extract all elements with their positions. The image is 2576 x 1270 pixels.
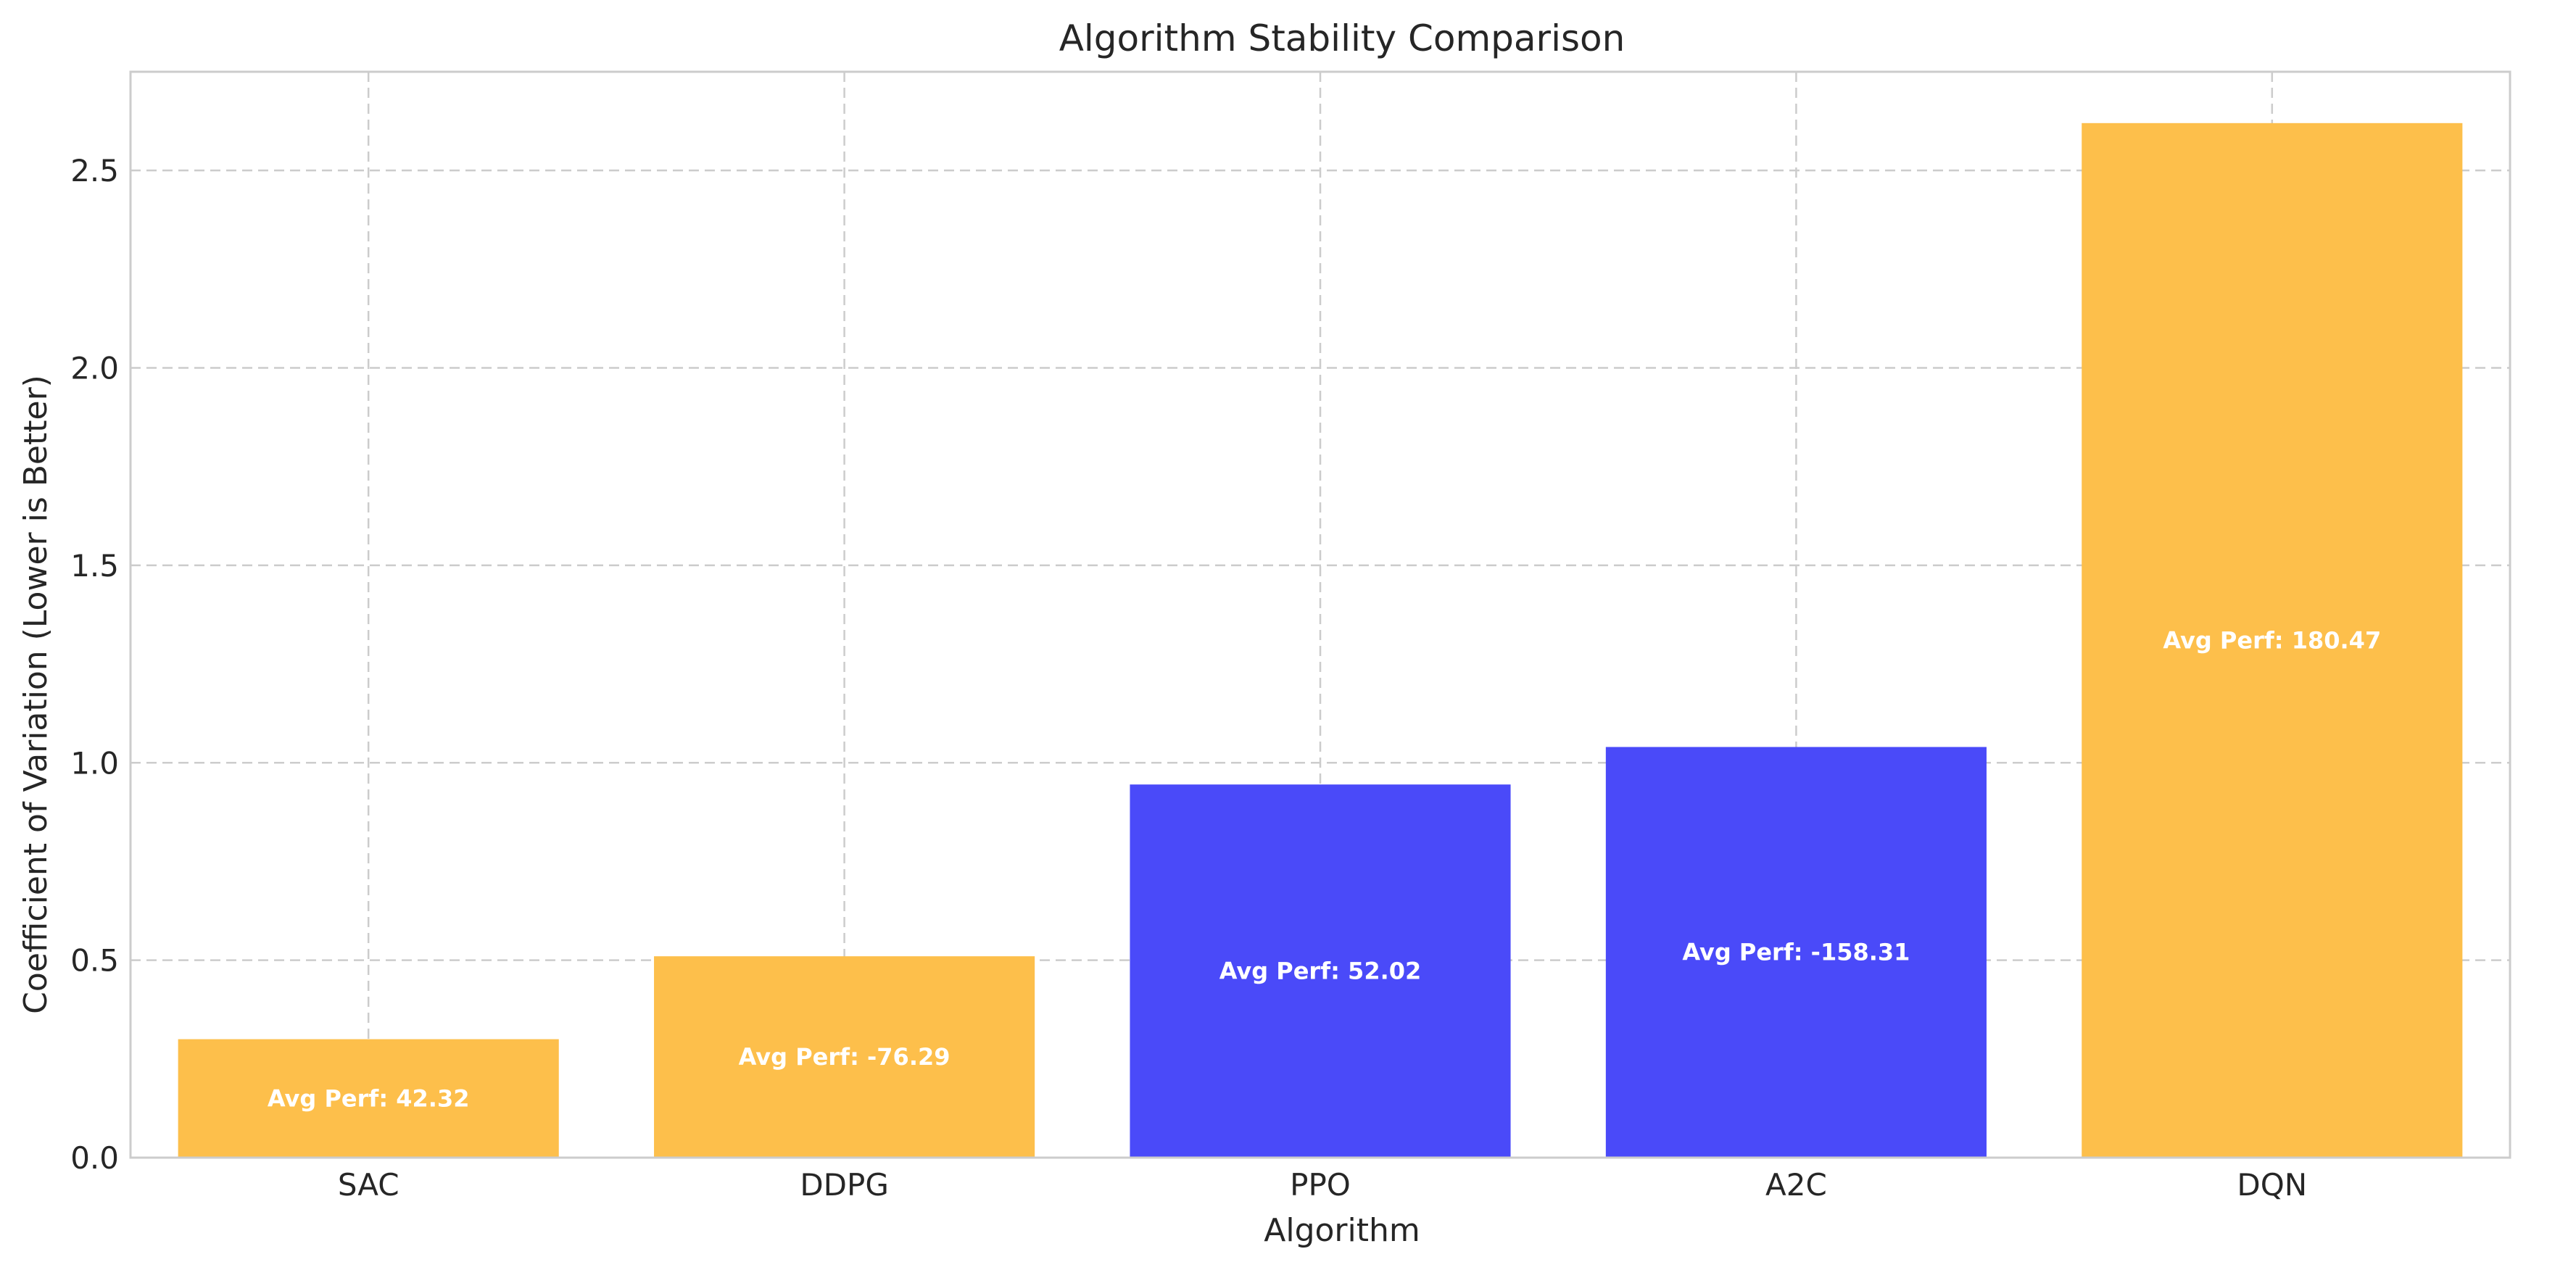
chart-title: Algorithm Stability Comparison [1059, 17, 1625, 59]
x-tick-label: PPO [1290, 1167, 1351, 1203]
bar-value-label: Avg Perf: -158.31 [1682, 939, 1910, 966]
y-tick-label: 1.0 [70, 745, 119, 781]
bars: Avg Perf: 42.32 Avg Perf: -76.29 Avg Perf:… [178, 123, 2463, 1158]
bar-value-label: Avg Perf: 42.32 [268, 1084, 470, 1112]
bar-sac [178, 1039, 559, 1158]
x-axis-ticks: SAC DDPG PPO A2C DQN [338, 1167, 2307, 1203]
bar-value-label: Avg Perf: 180.47 [2163, 626, 2381, 654]
bar-ppo [1130, 784, 1511, 1158]
y-tick-label: 2.5 [70, 153, 119, 188]
x-tick-label: DDPG [800, 1167, 889, 1203]
y-tick-label: 1.5 [70, 548, 119, 584]
bar-ddpg [654, 956, 1035, 1158]
x-tick-label: SAC [338, 1167, 399, 1203]
bar-a2c [1605, 747, 1987, 1158]
x-tick-label: DQN [2237, 1167, 2307, 1203]
plot-frame [129, 70, 2511, 1159]
y-axis-label: Coefficient of Variation (Lower is Bette… [17, 375, 54, 1014]
y-axis-ticks: 0.0 0.5 1.0 1.5 2.0 2.5 [70, 153, 119, 1176]
bar-value-label: Avg Perf: 52.02 [1219, 958, 1422, 985]
x-axis-label: Algorithm [1264, 1212, 1420, 1249]
bar-dqn [2082, 123, 2463, 1158]
y-tick-label: 2.0 [70, 351, 119, 386]
bar-value-label: Avg Perf: -76.29 [739, 1043, 951, 1071]
y-tick-label: 0.0 [70, 1140, 119, 1176]
y-tick-label: 0.5 [70, 943, 119, 979]
x-tick-label: A2C [1765, 1167, 1827, 1203]
